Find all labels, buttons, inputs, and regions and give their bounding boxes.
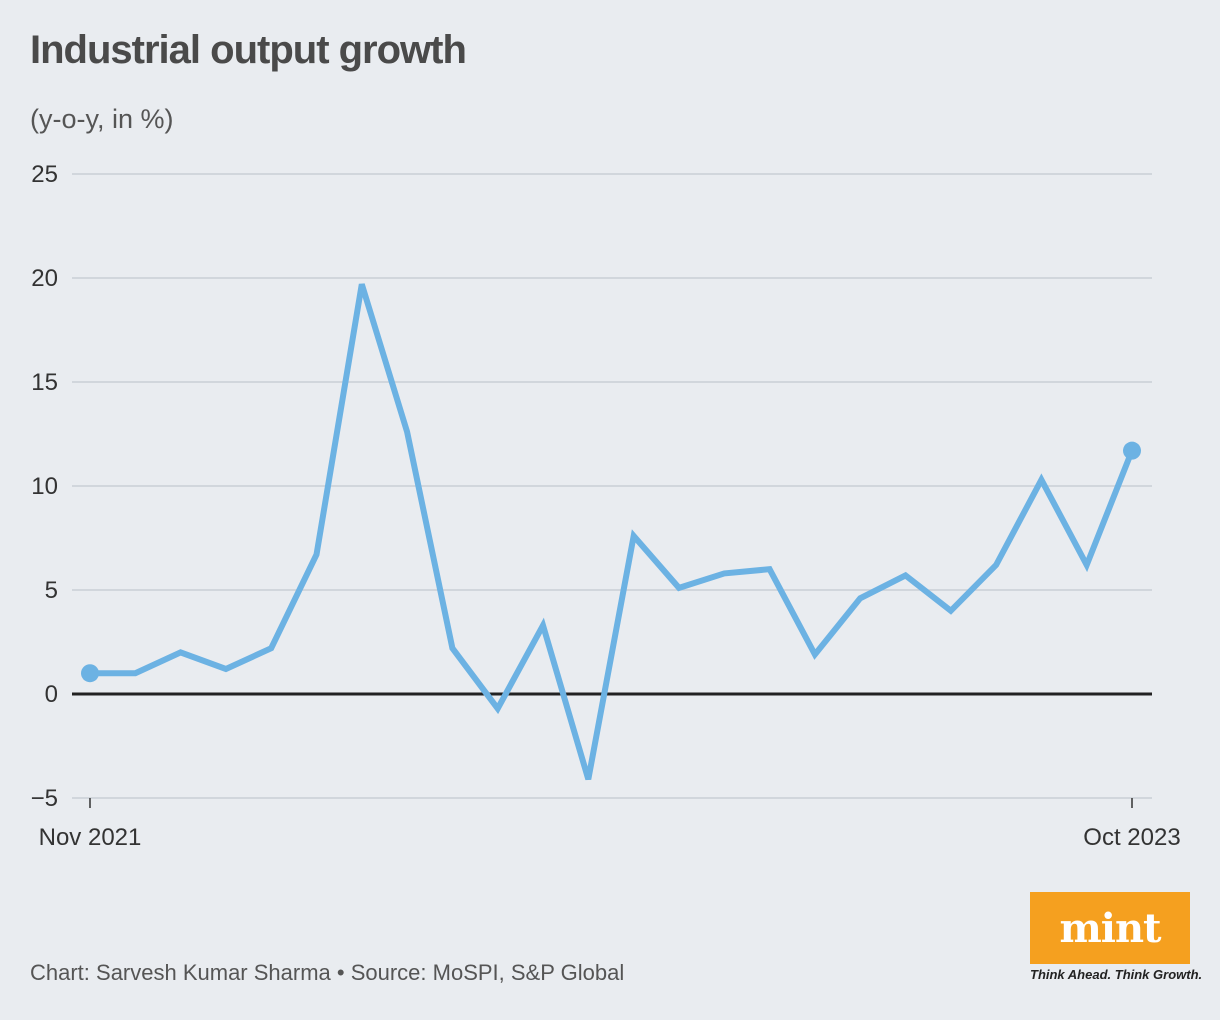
y-tick-label-0: 0 (45, 681, 58, 708)
x-axis: Nov 2021 Oct 2023 (39, 798, 1181, 851)
y-tick-label-10: 10 (31, 473, 58, 500)
data-point-16 (812, 651, 818, 657)
data-point-6 (359, 281, 365, 287)
y-tick-label-25: 25 (31, 161, 58, 188)
data-point-1 (132, 670, 138, 676)
data-point-2 (178, 649, 184, 655)
data-point-17 (857, 595, 863, 601)
data-point-8 (449, 645, 455, 651)
data-point-21 (1038, 477, 1044, 483)
series-endpoint-0 (81, 664, 99, 683)
data-point-7 (404, 429, 410, 435)
chart-subtitle: (y-o-y, in %) (30, 104, 174, 134)
data-point-5 (314, 552, 320, 558)
data-point-3 (223, 666, 229, 672)
x-tick-label-0: Nov 2021 (39, 824, 142, 851)
chart-credit: Chart: Sarvesh Kumar Sharma • Source: Mo… (30, 960, 625, 985)
y-tick-label-20: 20 (31, 265, 58, 292)
data-point-11 (585, 776, 591, 782)
series-endpoint-23 (1123, 441, 1141, 460)
gridlines (72, 173, 1152, 799)
data-point-12 (631, 533, 637, 539)
data-point-22 (1084, 562, 1090, 568)
mint-logo-word: mint (1059, 904, 1161, 952)
mint-tagline: Think Ahead. Think Growth. (1030, 967, 1203, 982)
data-point-20 (993, 562, 999, 568)
x-tick-label-1: Oct 2023 (1083, 824, 1180, 851)
data-point-10 (540, 622, 546, 628)
y-tick-label--5: −5 (31, 785, 58, 812)
data-point-14 (721, 570, 727, 576)
mint-logo: mint (1030, 892, 1190, 964)
y-tick-label-15: 15 (31, 369, 58, 396)
series-layer (81, 281, 1141, 782)
y-axis-tick-labels: −5 0 5 10 15 20 25 (31, 161, 58, 812)
data-point-13 (676, 585, 682, 591)
data-point-15 (767, 566, 773, 572)
chart-title: Industrial output growth (30, 28, 467, 72)
y-tick-label-5: 5 (45, 577, 58, 604)
data-point-18 (902, 572, 908, 578)
data-point-9 (495, 706, 501, 712)
series-line-0 (90, 283, 1135, 781)
data-point-19 (948, 608, 954, 614)
data-point-4 (268, 645, 274, 651)
